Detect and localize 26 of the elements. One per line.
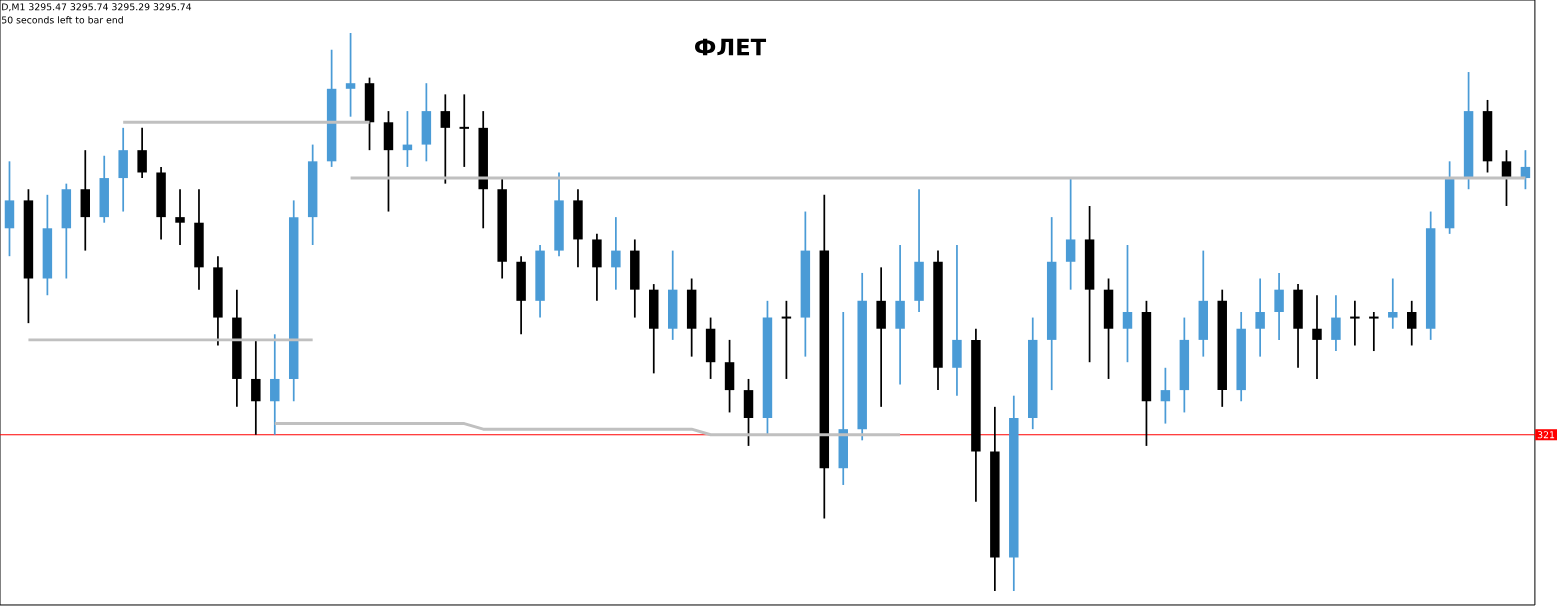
chart-title: ФЛЕТ <box>695 38 767 56</box>
candlestick <box>345 32 356 118</box>
candlestick <box>1501 149 1512 207</box>
candlestick <box>458 93 471 168</box>
candlestick <box>1520 149 1531 191</box>
candlestick <box>1331 294 1341 352</box>
candlestick <box>1312 294 1322 380</box>
candlestick <box>1065 177 1076 291</box>
candlestick <box>1122 244 1133 364</box>
candlestick <box>1368 311 1380 352</box>
candlestick <box>1160 366 1171 425</box>
candlestick <box>780 299 793 380</box>
candlestick <box>175 188 185 246</box>
candlestick <box>270 333 280 436</box>
candlestick <box>137 126 147 179</box>
candlestick <box>1255 277 1265 358</box>
text: D,M1 3295.47 3295.74 3295.29 3295.74 <box>2 3 192 12</box>
candlestick <box>1274 272 1284 341</box>
candlestick <box>611 216 621 291</box>
text: 321 <box>1537 431 1555 439</box>
candlestick <box>1388 277 1398 330</box>
candlestick <box>1406 299 1417 347</box>
text: 50 seconds left to bar end <box>1 16 123 24</box>
candlestick <box>251 339 261 436</box>
candlestick <box>440 93 451 185</box>
candlestick <box>1349 299 1361 347</box>
